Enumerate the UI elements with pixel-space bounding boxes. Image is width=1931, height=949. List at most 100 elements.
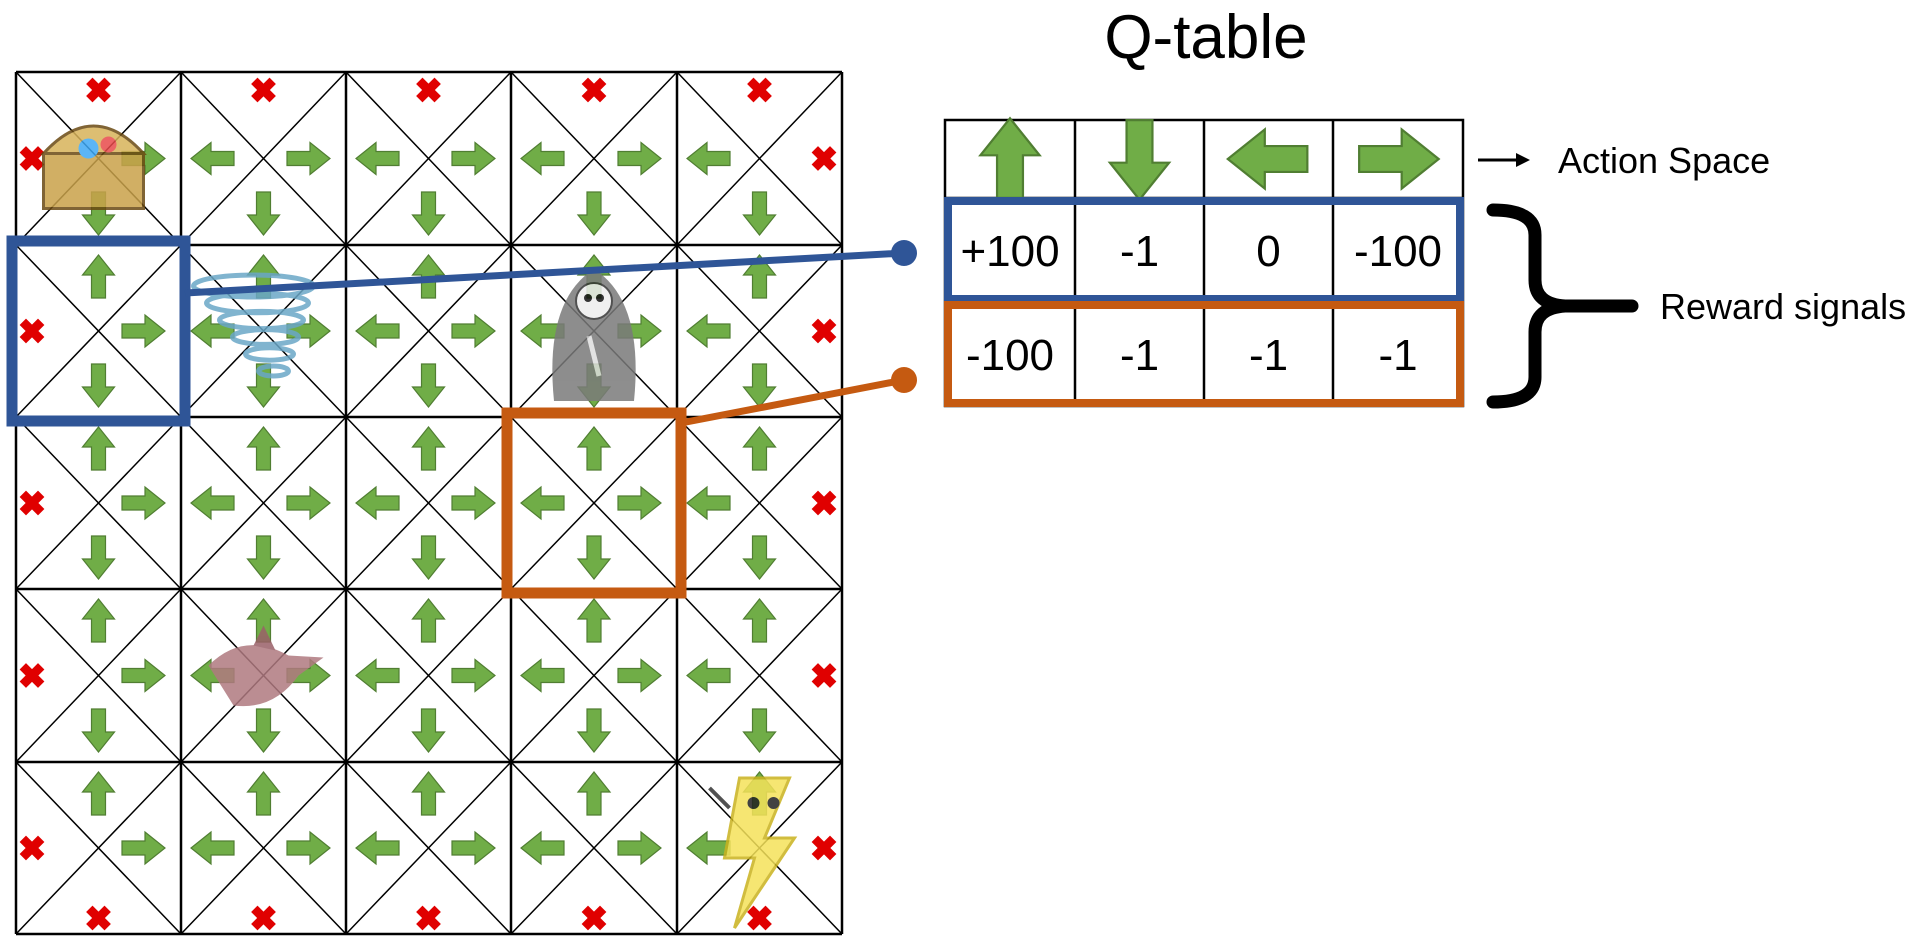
cell-diagonal — [345, 71, 512, 246]
arrow-left-icon — [686, 658, 731, 693]
eye — [584, 294, 592, 302]
arrow-right-icon — [121, 830, 166, 866]
x-mark-bar — [416, 77, 441, 103]
robe — [552, 269, 636, 401]
cell-diagonal — [180, 761, 347, 935]
cell-diagonal — [676, 71, 843, 246]
cell-diagonal — [510, 588, 678, 763]
arrow-right-icon — [451, 658, 496, 693]
arrow-left-icon — [520, 658, 565, 693]
arrow-down-icon — [246, 708, 281, 753]
arrow-right-icon — [121, 658, 166, 693]
grid-cell-r2-c0 — [15, 416, 182, 590]
grim-reaper-icon — [552, 269, 636, 401]
grid-cell-r4-c0 — [15, 761, 182, 935]
arrow-left-icon — [355, 141, 400, 176]
curly-brace — [1486, 203, 1639, 409]
connector-line-0 — [184, 249, 905, 297]
arrow-down-icon — [411, 708, 446, 753]
forbidden-up-icon — [251, 77, 276, 103]
arrow-left-icon — [190, 485, 235, 521]
arrow-up-icon — [81, 254, 116, 299]
forbidden-down-icon — [251, 905, 276, 931]
forbidden-down-icon — [747, 905, 772, 931]
q-value: -1 — [1120, 331, 1159, 380]
forbidden-right-icon — [811, 835, 837, 861]
grid-cell-r4-c1 — [180, 761, 347, 935]
x-mark-bar — [19, 146, 45, 171]
arrow-down-icon — [576, 708, 612, 753]
grid-cell-r2-c1 — [180, 416, 347, 590]
arrow-up-icon — [246, 771, 281, 816]
arrow-right-icon — [451, 485, 496, 521]
gem — [78, 138, 99, 159]
connector-dot-1 — [891, 367, 917, 393]
cell-diagonal — [15, 244, 182, 418]
cell-diagonal — [345, 416, 512, 590]
action-space-annotation: Action Space — [1478, 140, 1770, 181]
arrow-left-icon — [686, 313, 731, 349]
grid-cell-r3-c3 — [510, 588, 678, 763]
x-mark-bar — [811, 318, 837, 344]
forbidden-left-icon — [19, 490, 45, 516]
arrow-up-icon — [81, 598, 116, 643]
x-mark-bar — [416, 905, 441, 931]
forbidden-up-icon — [86, 77, 111, 103]
q-table-row-1-highlight — [944, 301, 1464, 407]
q-value: +100 — [960, 227, 1059, 276]
arrow-right-icon — [617, 141, 662, 176]
cell-diagonal — [345, 761, 512, 935]
dragon-icon — [208, 625, 324, 707]
x-mark-bar — [251, 905, 276, 931]
forbidden-right-icon — [811, 490, 837, 516]
pointing-hand — [708, 786, 731, 810]
reward-signals-label: Reward signals — [1660, 286, 1906, 327]
x-mark-bar — [19, 318, 45, 344]
cell-diagonal — [15, 761, 182, 935]
arrow-right-icon — [451, 313, 496, 349]
state-highlight-1 — [501, 407, 687, 599]
arrow-left-icon — [190, 313, 235, 349]
arrow-down-icon — [576, 191, 612, 236]
grid-cell-r0-c3 — [510, 71, 678, 246]
eye — [767, 797, 780, 809]
arrow-down-icon — [246, 191, 281, 236]
action-down-icon — [1107, 119, 1172, 202]
forbidden-up-icon — [581, 77, 607, 103]
x-mark-bar — [251, 77, 276, 103]
forbidden-up-icon — [747, 77, 772, 103]
reward-signals-annotation: Reward signals — [1486, 203, 1906, 409]
cell-diagonal — [15, 588, 182, 763]
action-space-label: Action Space — [1558, 140, 1770, 181]
arrow-right-icon — [286, 485, 331, 521]
x-mark-bar — [19, 663, 45, 688]
arrow-down-icon — [81, 708, 116, 753]
cell-diagonal — [676, 244, 843, 418]
x-mark-bar — [811, 835, 837, 861]
state-highlight-0 — [6, 235, 191, 427]
arrow-up-icon — [81, 771, 116, 816]
x-mark-bar — [811, 490, 837, 516]
forbidden-down-icon — [86, 905, 111, 931]
arrow-down-icon — [742, 708, 777, 753]
grid-cell-r4-c2 — [345, 761, 512, 935]
grid-cell-r2-c4 — [676, 416, 843, 590]
forbidden-down-icon — [581, 905, 607, 931]
arrow-up-icon — [411, 426, 446, 471]
x-mark-bar — [19, 835, 45, 861]
forbidden-down-icon — [416, 905, 441, 931]
forbidden-left-icon — [19, 835, 45, 861]
dragon-wing — [253, 625, 276, 651]
arrow-down-icon — [742, 191, 777, 236]
grid-cell-r1-c2 — [345, 244, 512, 418]
cell-diagonal — [510, 761, 678, 935]
q-table-title: Q-table — [1104, 3, 1307, 72]
forbidden-up-icon — [416, 77, 441, 103]
tornado-swirl — [256, 363, 291, 379]
x-mark-bar — [811, 663, 837, 688]
arrow-down-icon — [246, 363, 281, 408]
arrow-up-icon — [742, 254, 777, 299]
cell-diagonal — [180, 71, 347, 246]
grid-cell-r2-c3 — [510, 416, 678, 590]
